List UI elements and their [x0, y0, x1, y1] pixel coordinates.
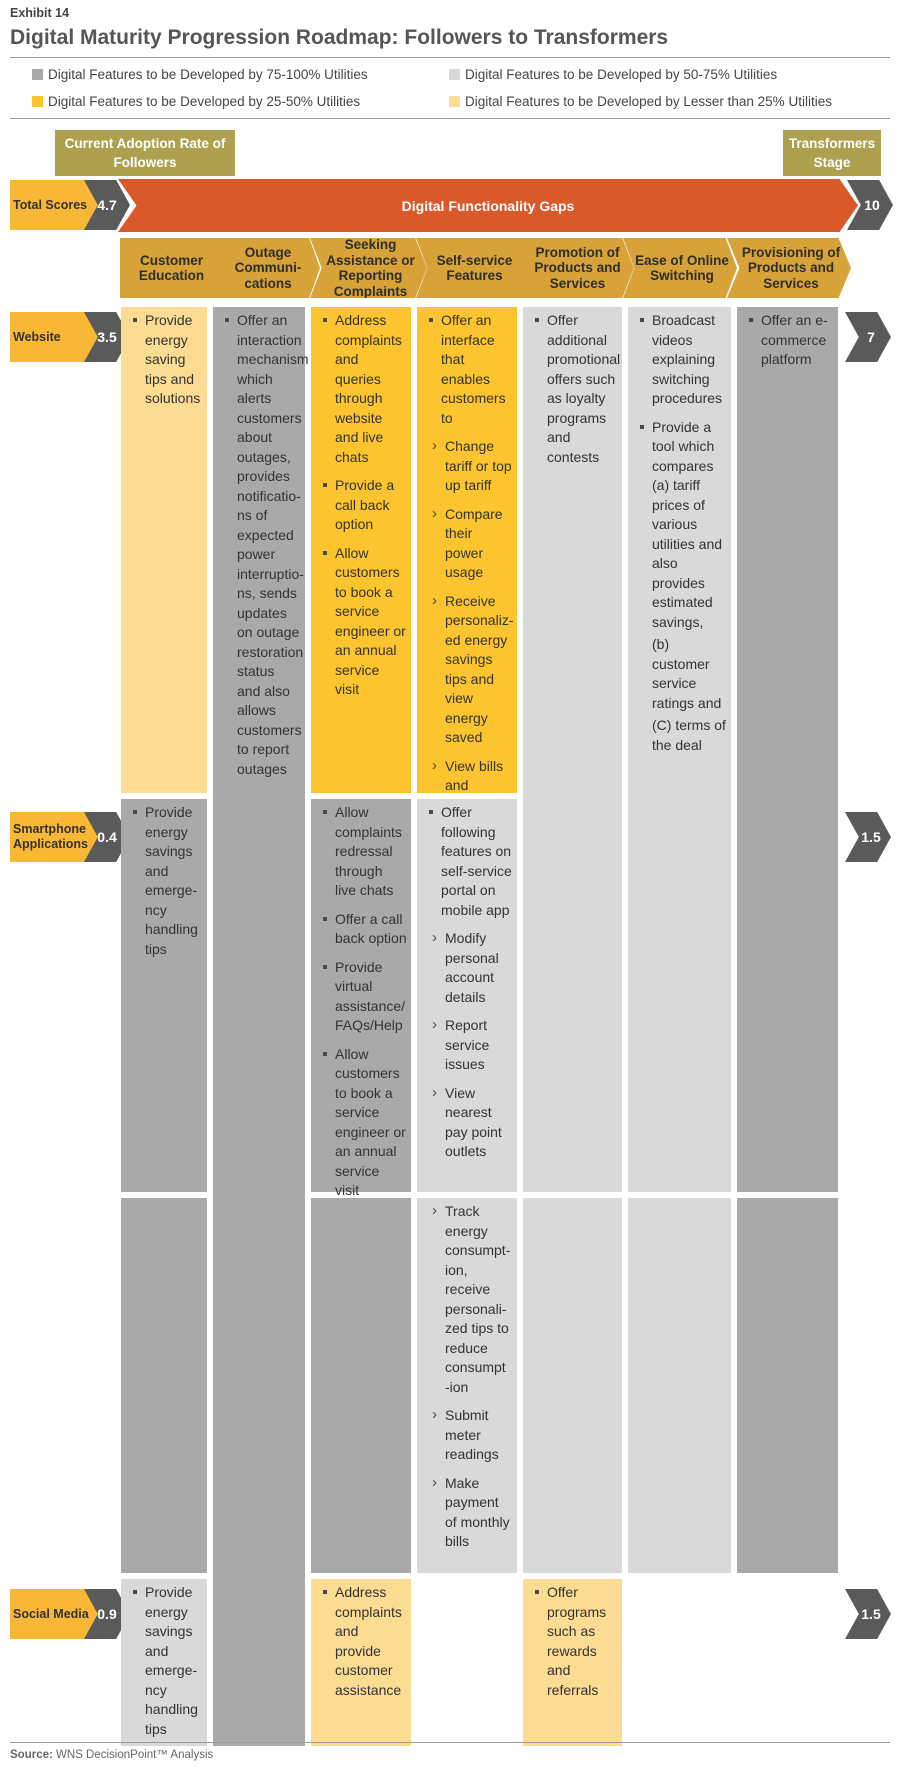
target-stage-box: Transformers Stage — [783, 130, 881, 176]
legend-label: Digital Features to be Developed by 25-5… — [48, 94, 361, 109]
cell-provisioning-extra — [737, 1198, 838, 1573]
list-item: Broadcast videos explaining switching pr… — [632, 311, 727, 409]
smartphone-target-score: 1.5 — [845, 812, 891, 862]
title-rule — [10, 57, 890, 58]
source-note: Source: WNS DecisionPoint™ Analysis — [10, 1749, 213, 1761]
list-subitem: Track energy consumpt-ion, receive perso… — [421, 1201, 513, 1397]
cell-social-assistance: Address complaints and provide customer … — [311, 1579, 411, 1746]
col-header-outage-communications: Outage Communi-cations — [212, 238, 320, 298]
col-header-customer-education: Customer Education — [120, 238, 225, 298]
footer-rule — [10, 1742, 890, 1743]
exhibit-label: Exhibit 14 — [10, 6, 70, 20]
col-header-promotion: Promotion of Products and Services — [517, 238, 634, 298]
list-item: Offer following features on self-service… — [421, 803, 513, 920]
list-item: Provide virtual assistance/ FAQs/Help — [315, 958, 407, 1036]
legend-label: Digital Features to be Developed by 50-7… — [465, 67, 778, 82]
list-item: Address complaints and queries through w… — [315, 311, 407, 467]
cell-social-customer-education: Provide energy savings and emerge-ncy ha… — [121, 1579, 207, 1746]
list-subitem: Submit meter readings — [421, 1405, 513, 1465]
source-prefix: Source: — [10, 1749, 53, 1761]
cell-app-customer-education-extra — [121, 1198, 207, 1573]
legend-swatch — [32, 96, 43, 107]
list-item: Allow customers to book a service engine… — [315, 1045, 407, 1201]
legend-swatch — [32, 69, 43, 80]
current-stage-box: Current Adoption Rate of Followers — [55, 130, 235, 176]
col-header-provisioning: Provisioning of Products and Services — [727, 238, 851, 298]
digital-gaps-bar: Digital Functionality Gaps — [118, 179, 858, 232]
list-item: Address complaints and provide customer … — [315, 1583, 407, 1700]
legend-rule — [10, 118, 890, 119]
list-item: (b) customer service ratings and — [652, 636, 722, 711]
cell-app-assistance: Allow complaints redressal through live … — [311, 799, 411, 1198]
social-target-score: 1.5 — [845, 1589, 891, 1639]
list-subitem: Report service issues — [421, 1015, 513, 1075]
list-item: Offer programs such as rewards and refer… — [527, 1583, 618, 1700]
cell-app-assistance-extra — [311, 1198, 411, 1573]
list-subitem: Make payment of monthly bills — [421, 1473, 513, 1552]
page-title: Digital Maturity Progression Roadmap: Fo… — [10, 26, 669, 49]
website-target-score: 7 — [845, 312, 891, 362]
list-subitem: Modify personal account details — [421, 928, 513, 1007]
list-subitem: Change tariff or top up tariff — [421, 436, 513, 496]
list-item: Offer additional promotional offers such… — [527, 311, 620, 467]
list-item: Offer an e-commerce platform — [741, 311, 834, 370]
legend-label: Digital Features to be Developed by Less… — [465, 94, 832, 109]
list-subitem: View nearest pay point outlets — [421, 1083, 513, 1162]
list-subitem: Receive personaliz-ed energy savings tip… — [421, 591, 513, 748]
cell-social-promotion: Offer programs such as rewards and refer… — [523, 1579, 622, 1746]
list-item: Allow customers to book a service engine… — [315, 544, 407, 700]
cell-provisioning: Offer an e-commerce platform — [737, 307, 838, 1192]
cell-website-self-service: Offer an interface that enables customer… — [417, 307, 517, 832]
legend-item-75-100: Digital Features to be Developed by 75-1… — [32, 67, 368, 82]
list-item: (C) terms of the deal — [652, 717, 726, 753]
legend-item-50-75: Digital Features to be Developed by 50-7… — [449, 67, 777, 82]
cell-website-app-promotion: Offer additional promotional offers such… — [523, 307, 622, 1192]
cell-online-switching-extra — [628, 1198, 731, 1573]
legend-item-under-25: Digital Features to be Developed by Less… — [449, 94, 832, 109]
cell-outage-communications: Offer an interaction mechanism which ale… — [213, 307, 309, 1746]
legend-label: Digital Features to be Developed by 75-1… — [48, 67, 368, 82]
legend-item-25-50: Digital Features to be Developed by 25-5… — [32, 94, 360, 109]
legend-swatch — [449, 96, 460, 107]
col-header-seeking-assistance: Seeking Assistance or Reporting Complain… — [310, 238, 427, 298]
list-item: Provide a tool which compares — [632, 418, 727, 477]
col-header-self-service: Self-service Features — [416, 238, 529, 298]
cell-app-customer-education: Provide energy savings and emerge-ncy ha… — [121, 799, 207, 1192]
list-item: Offer a call back option — [315, 910, 407, 949]
col-header-online-switching: Ease of Online Switching — [623, 238, 737, 298]
source-text: WNS DecisionPoint™ Analysis — [56, 1749, 214, 1761]
list-item: Provide energy savings and emerge-ncy ha… — [125, 1583, 203, 1739]
cell-app-self-service: Offer following features on self-service… — [417, 799, 517, 1192]
list-item: Offer an interface that enables customer… — [421, 311, 513, 428]
cell-app-promotion-extra — [523, 1198, 622, 1573]
list-item: Provide a call back option — [315, 476, 407, 535]
list-item: Allow complaints redressal through live … — [315, 803, 407, 901]
cell-app-self-service-extra: Track energy consumpt-ion, receive perso… — [417, 1198, 517, 1573]
list-item: (a) tariff prices of various utilities a… — [652, 477, 723, 630]
list-subitem: Compare their power usage — [421, 504, 513, 583]
cell-online-switching: Broadcast videos explaining switching pr… — [628, 307, 731, 1192]
list-item: Offer an interaction mechanism which ale… — [217, 311, 309, 779]
list-item: Provide energy savings and emerge-ncy ha… — [125, 803, 203, 959]
cell-website-customer-education: Provide energy saving tips and solutions — [121, 307, 207, 793]
legend-swatch — [449, 69, 460, 80]
cell-website-assistance: Address complaints and queries through w… — [311, 307, 411, 793]
list-item: Provide energy saving tips and solutions — [125, 311, 203, 409]
